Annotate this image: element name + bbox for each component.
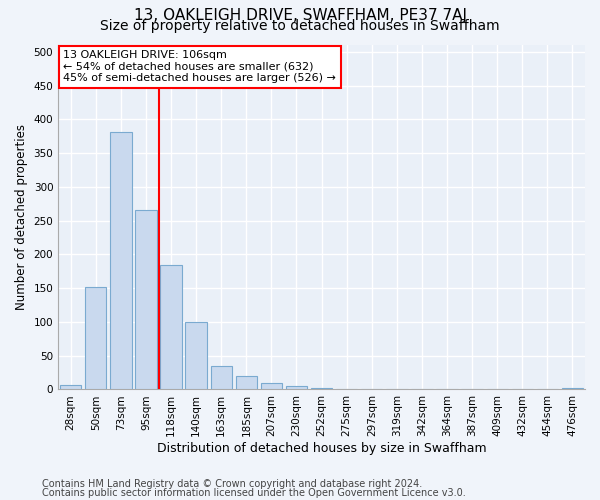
Bar (562, 388, 583, 390)
Text: Size of property relative to detached houses in Swaffham: Size of property relative to detached ho… (100, 19, 500, 33)
Bar (236, 376, 257, 390)
Bar (85, 287, 106, 390)
X-axis label: Distribution of detached houses by size in Swaffham: Distribution of detached houses by size … (157, 442, 487, 455)
Bar (136, 210, 157, 390)
Bar (185, 322, 207, 390)
Bar (211, 366, 232, 390)
Text: 13 OAKLEIGH DRIVE: 106sqm
← 54% of detached houses are smaller (632)
45% of semi: 13 OAKLEIGH DRIVE: 106sqm ← 54% of detac… (64, 50, 337, 84)
Bar (110, 132, 131, 390)
Bar (261, 382, 282, 390)
Bar (336, 389, 358, 390)
Bar (160, 265, 182, 390)
Text: Contains public sector information licensed under the Open Government Licence v3: Contains public sector information licen… (42, 488, 466, 498)
Y-axis label: Number of detached properties: Number of detached properties (15, 124, 28, 310)
Text: 13, OAKLEIGH DRIVE, SWAFFHAM, PE37 7AJ: 13, OAKLEIGH DRIVE, SWAFFHAM, PE37 7AJ (133, 8, 467, 23)
Bar (286, 386, 307, 390)
Bar (60, 386, 82, 390)
Bar (311, 388, 332, 390)
Text: Contains HM Land Registry data © Crown copyright and database right 2024.: Contains HM Land Registry data © Crown c… (42, 479, 422, 489)
